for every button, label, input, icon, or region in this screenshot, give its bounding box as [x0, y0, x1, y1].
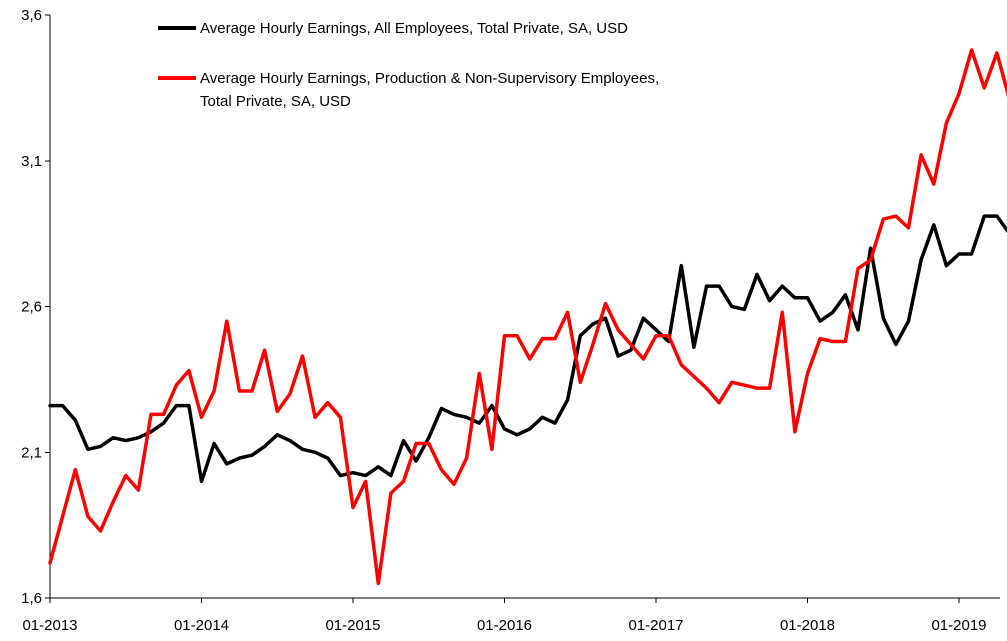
- y-tick-label: 3,1: [21, 153, 42, 170]
- y-tick-label: 2,1: [21, 444, 42, 461]
- x-tick-label: 01-2014: [174, 617, 229, 634]
- legend-label-production-employees: Average Hourly Earnings, Production & No…: [200, 70, 659, 110]
- legend: Average Hourly Earnings, All Employees, …: [158, 20, 659, 110]
- y-tick-label: 3,6: [21, 7, 42, 24]
- legend-label-all-employees: Average Hourly Earnings, All Employees, …: [200, 20, 628, 37]
- x-tick-label: 01-2019: [931, 617, 986, 634]
- x-tick-label: 01-2015: [325, 617, 380, 634]
- y-tick-label: 1,6: [21, 590, 42, 607]
- x-tick-label: 01-2018: [780, 617, 835, 634]
- x-tick-label: 01-2016: [477, 617, 532, 634]
- y-axis: 1,6 2,1 2,6 3,1 3,6: [21, 7, 51, 607]
- x-axis: 01-2013 01-2014 01-2015 01-2016 01-2017 01-20…: [22, 597, 1000, 634]
- series-line-all-employees: [48, 214, 1007, 484]
- series-line-production-employees: [48, 48, 1007, 586]
- y-tick-label: 2,6: [21, 299, 42, 316]
- series-lines: [48, 48, 1007, 586]
- x-tick-label: 01-2013: [22, 617, 77, 634]
- x-tick-label: 01-2017: [628, 617, 683, 634]
